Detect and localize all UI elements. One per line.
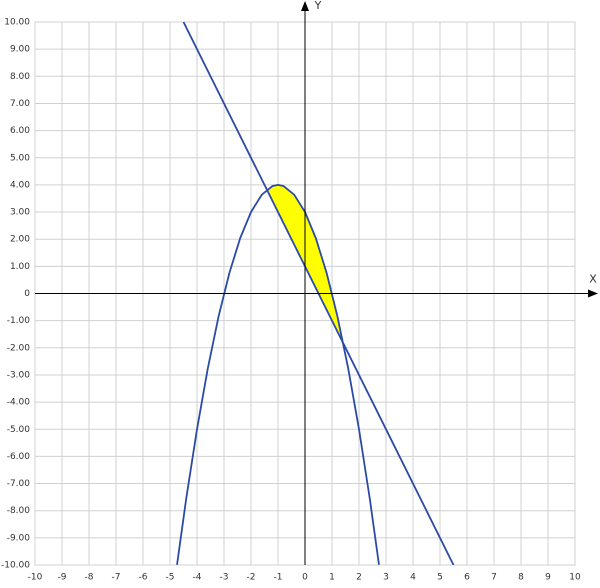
y-tick-label: 4.00 [10,180,30,190]
x-axis-label: X [589,273,597,286]
y-tick-label: 5.00 [10,153,30,163]
y-axis-arrow [301,1,309,11]
y-tick-label: -9.00 [7,533,31,543]
x-tick-label: 9 [545,573,551,583]
y-tick-label: -7.00 [7,479,31,489]
y-tick-label: 0 [24,289,30,299]
x-tick-label: -7 [112,573,121,583]
x-tick-label: -9 [58,573,67,583]
x-tick-label: -3 [220,573,229,583]
x-tick-label: -1 [274,573,283,583]
y-tick-label: -2.00 [7,343,31,353]
x-tick-label: -10 [28,573,43,583]
y-tick-label: 2.00 [10,235,30,245]
y-tick-label: 3.00 [10,208,30,218]
y-tick-label: -8.00 [7,506,31,516]
x-tick-label: -5 [166,573,175,583]
x-tick-label: -6 [139,573,148,583]
x-tick-label: 3 [383,573,389,583]
y-tick-label: -1.00 [7,316,31,326]
y-tick-label: -4.00 [7,398,31,408]
y-tick-label: 8.00 [10,72,30,82]
curve [176,183,380,565]
y-tick-label: -5.00 [7,425,31,435]
x-tick-label: -8 [85,573,94,583]
x-axis-arrow [588,289,598,298]
x-tick-label: 6 [464,573,470,583]
x-tick-label: -2 [247,573,256,583]
y-tick-label: 9.00 [10,45,30,55]
x-tick-label: 1 [329,573,335,583]
y-tick-label: -6.00 [7,452,31,462]
x-tick-label: 0 [302,573,308,583]
x-tick-label: 4 [410,573,416,583]
y-tick-label: 1.00 [10,262,30,272]
y-axis-label: Y [314,0,322,12]
y-tick-label: 10.00 [4,18,30,28]
y-tick-label: -3.00 [7,370,31,380]
x-tick-label: 2 [356,573,362,583]
y-tick-label: 7.00 [10,99,30,109]
x-tick-label: 8 [518,573,524,583]
x-tick-label: 5 [437,573,443,583]
y-tick-label: -10.00 [1,561,30,571]
x-tick-label: -4 [193,573,202,583]
x-tick-label: 10 [569,573,581,583]
x-tick-label: 7 [491,573,497,583]
y-tick-label: 6.00 [10,126,30,136]
